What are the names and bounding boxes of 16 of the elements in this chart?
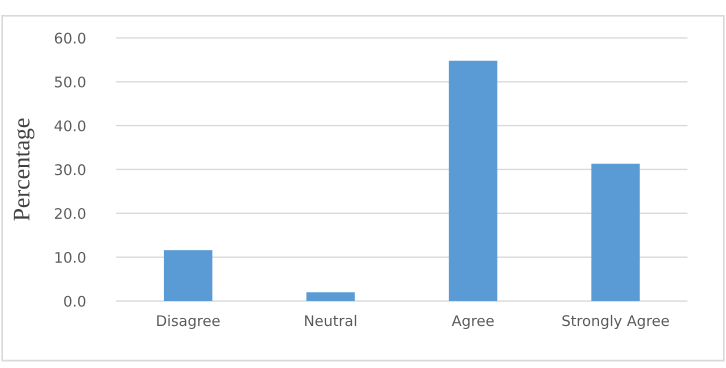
x-tick-label: Agree [452, 315, 494, 330]
y-tick-label: 30.0 [54, 164, 86, 176]
x-tick-label: Strongly Agree [562, 314, 669, 330]
y-tick-label: 0.0 [64, 296, 86, 307]
y-tick-label: 10.0 [55, 252, 86, 263]
bar [306, 292, 355, 302]
y-tick-label: 20.0 [54, 208, 86, 220]
y-axis-title: Percentage [14, 118, 34, 221]
x-tick-label: Neutral [305, 314, 356, 326]
bar [448, 60, 498, 302]
y-tick-label: 60.0 [54, 32, 86, 44]
x-tick-label: Disagree [157, 314, 220, 330]
bar [591, 164, 640, 302]
y-tick-label: 40.0 [54, 120, 86, 132]
y-tick-label: 50.0 [54, 76, 86, 88]
bar [164, 250, 212, 302]
